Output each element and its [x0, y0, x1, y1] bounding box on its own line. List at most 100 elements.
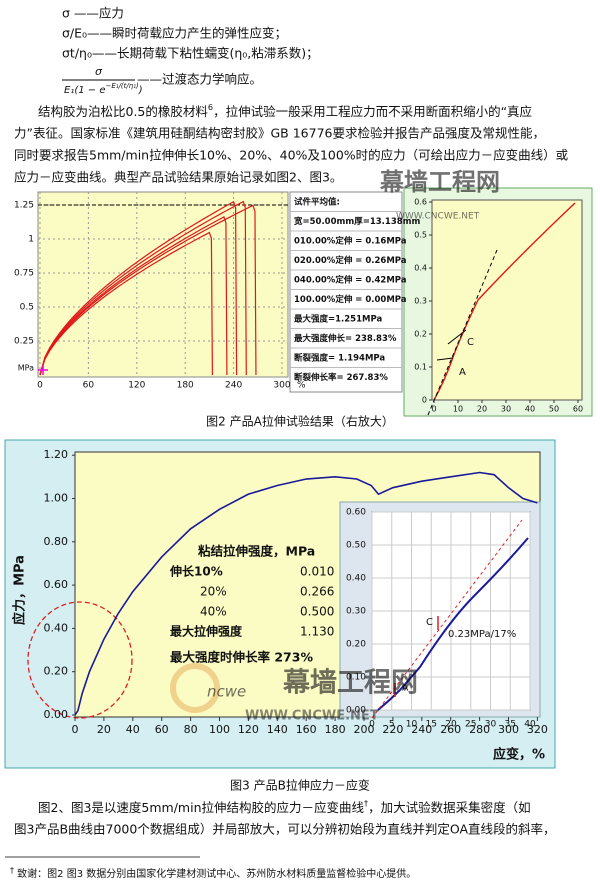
- text-run: 图2、图3是以速度5mm/min拉伸结构胶的应力－应变曲线: [38, 800, 364, 815]
- stress-strain-curve: [39, 231, 213, 376]
- y-tick-label: 0.80: [44, 535, 69, 548]
- superscript: †: [10, 866, 14, 875]
- y-tick-label: 0.75: [14, 269, 34, 279]
- y-tick-label: 0: [422, 396, 427, 405]
- x-tick-label: 0: [369, 720, 375, 730]
- tangent-line: [427, 249, 498, 416]
- y-tick-label: 0.6: [414, 198, 427, 207]
- fig2-table-box: [289, 191, 403, 393]
- x-tick-label: 40: [126, 723, 140, 736]
- x-tick-label: 180: [177, 381, 194, 391]
- stress-strain-curve: [39, 216, 228, 376]
- x-tick-label: 15: [426, 720, 437, 730]
- x-tick-label: 180: [325, 723, 346, 736]
- y-tick-label: 0.3: [414, 297, 427, 306]
- x-tick-label: 300: [498, 723, 519, 736]
- x-tick-label: 30: [501, 405, 511, 414]
- annotation: C: [467, 337, 474, 348]
- x-tick-label: 10: [406, 720, 418, 730]
- table-cell: 020.00%定伸 = 0.26MPa: [294, 255, 407, 266]
- summary-label: 最大拉伸强度: [170, 624, 243, 639]
- y-tick-label: 1.25: [14, 201, 34, 211]
- y-tick-label: 1.00: [44, 492, 69, 505]
- x-tick-label: 60: [573, 405, 583, 414]
- y-tick-label: 0.60: [44, 578, 69, 591]
- annotation: A: [459, 367, 466, 378]
- y-tick-label: 1.20: [44, 448, 69, 461]
- stress-strain-curve: [39, 200, 247, 376]
- y-tick-label: 0.40: [346, 574, 366, 584]
- text-run: 致谢：图2 图3 数据分别由国家化学建材测试中心、苏州防水材料质量监督检验中心提…: [14, 867, 416, 880]
- paragraph-line: 应力－应变曲线。典型产品试验结果原始记录如图2、图3。: [14, 170, 342, 185]
- x-tick-label: 20: [445, 720, 457, 730]
- x-tick-label: 120: [128, 381, 145, 391]
- table-cell: 100.00%定伸 = 0.00MPa: [294, 294, 407, 305]
- x-tick-label: 0: [37, 381, 43, 391]
- definition: σ ——应力: [62, 6, 124, 21]
- text-run: E₁(1 − e: [64, 85, 105, 96]
- y-tick-label: 1: [28, 235, 34, 245]
- x-tick-label: 0: [72, 723, 79, 736]
- x-tick-label: 50: [549, 405, 559, 414]
- x-tick-label: 160: [296, 723, 317, 736]
- x-tick-label: 300: [273, 381, 290, 391]
- figure-caption: 图3 产品B拉伸应力－应变: [230, 778, 370, 793]
- x-tick-label: 20: [477, 405, 487, 414]
- x-tick-label: 100: [209, 723, 230, 736]
- y-tick-label: 0.20: [44, 665, 69, 678]
- table-cell: 断裂强度= 1.194MPa: [294, 353, 385, 364]
- y-tick-label: 0.10: [346, 673, 366, 683]
- watermark: WWW.CNCWE.NET: [396, 212, 480, 222]
- y-axis-label: 应力，MPa: [12, 555, 28, 625]
- table-cell: 最大强度=1.251MPa: [294, 314, 382, 325]
- summary-value: 0.500: [300, 605, 334, 619]
- stress-strain-curve: [39, 204, 257, 376]
- x-tick-label: 40: [525, 405, 535, 414]
- definition: ——过渡态力学响应。: [137, 72, 262, 87]
- summary-label: 伸长10%: [169, 564, 223, 579]
- table-cell: 试件平均值:: [294, 197, 340, 208]
- y-tick-label: 0.20: [346, 640, 366, 650]
- x-tick-label: 5: [389, 720, 395, 730]
- paragraph-line: 图3产品B曲线由7000个数据组成）并局部放大，可以分辨初始段为直线并判定OA直…: [14, 822, 556, 837]
- summary-heading: 粘结拉伸强度，MPa: [198, 544, 315, 559]
- x-tick-label: 10: [453, 405, 463, 414]
- table-cell: 宽=50.00mm厚=13.138mm: [293, 216, 421, 227]
- text-run: ，加大试验数据采集密度（如: [368, 800, 531, 815]
- annotation: A: [402, 684, 409, 694]
- stress-strain-curve: [377, 537, 529, 711]
- stress-strain-curve: [74, 471, 538, 716]
- marker-a: [436, 357, 454, 361]
- summary-value: 1.130: [300, 625, 334, 639]
- stress-strain-curve: [39, 200, 238, 376]
- watermark: 幕墙工程网: [379, 168, 500, 196]
- summary-label: 40%: [200, 605, 227, 619]
- text-run: 结构胶为泊松比0.5的橡胶材料: [38, 104, 208, 119]
- y-tick-label: 0.4: [414, 264, 427, 273]
- watermark: 幕墙工程网: [282, 668, 418, 699]
- summary-label: 20%: [200, 585, 227, 599]
- y-tick-label: 0.40: [44, 621, 69, 634]
- summary-value: 0.010: [300, 565, 334, 579]
- watermark-logo: [170, 663, 220, 713]
- text-run: ，拉伸试验一般采用工程应力而不采用断面积缩小的“真应: [213, 104, 532, 119]
- x-tick-label: 60: [83, 381, 95, 391]
- definition: σt/η₀——长期荷载下粘性蠕变(η₀,粘滞系数)；: [62, 46, 319, 61]
- x-tick-label: 120: [238, 723, 259, 736]
- x-tick-label: 280: [469, 723, 490, 736]
- origin-marker: [38, 365, 48, 375]
- y-tick-label: 0.2: [414, 330, 427, 339]
- x-tick-label: 200: [354, 723, 375, 736]
- x-tick-label: 20: [97, 723, 111, 736]
- superscript: †: [364, 798, 368, 808]
- y-tick-label: 0.30: [346, 607, 366, 617]
- x-axis-label: 应变，%: [493, 747, 545, 763]
- superscript: 6: [208, 102, 213, 112]
- y-tick-label: 0.5: [414, 231, 427, 240]
- x-unit: %: [297, 381, 306, 391]
- y-unit: MPa: [18, 364, 34, 373]
- x-tick-label: 0: [431, 405, 436, 414]
- watermark: ncwe: [207, 683, 246, 701]
- paragraph-line: 力”表征。国家标准《建筑用硅酮结构密封胶》GB 16776要求检验并报告产品强度…: [14, 126, 545, 141]
- fig2-left-plot: [37, 191, 289, 378]
